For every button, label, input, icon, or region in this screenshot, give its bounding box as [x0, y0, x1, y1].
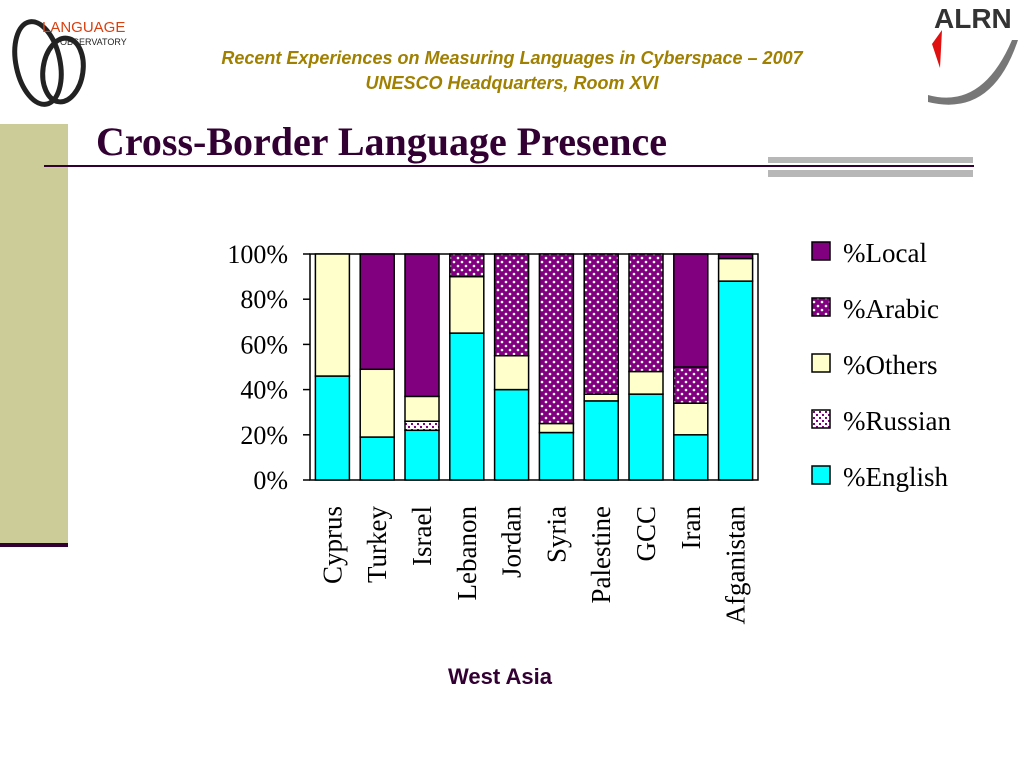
header-venue-line: UNESCO Headquarters, Room XVI: [365, 73, 659, 93]
bar-segment-english: [359, 436, 395, 481]
bar-segment-others: [717, 257, 754, 282]
x-tick-label: Syria: [541, 506, 571, 563]
y-tick-label: 80%: [240, 285, 288, 314]
alrn-logo: ALRN: [928, 3, 1018, 105]
logo-right-text: ALRN: [934, 3, 1012, 34]
bar-segment-local: [673, 253, 709, 368]
logo-left-text1: LANGUAGE: [42, 19, 125, 36]
bar-segment-others: [583, 393, 619, 402]
legend-label-russian: %Russian: [843, 406, 952, 436]
x-tick-label: Turkey: [362, 506, 392, 584]
bar-segment-others: [538, 422, 575, 434]
bar-segment-arabic: [673, 366, 709, 404]
bar-segment-english: [583, 400, 619, 481]
y-tick-label: 0%: [253, 466, 288, 495]
x-tick-label: Jordan: [497, 506, 527, 578]
plot-area: [309, 253, 759, 481]
bar-segment-arabic: [628, 253, 664, 373]
bar-segment-arabic: [493, 253, 530, 357]
legend-swatch-russian: [811, 409, 831, 429]
bar-segment-others: [404, 395, 440, 422]
bar-segment-english: [449, 332, 485, 481]
bar-segment-local: [717, 253, 754, 260]
bar-segment-english: [404, 429, 440, 481]
bar-segment-arabic: [583, 253, 619, 395]
legend-swatch-english: [811, 465, 831, 485]
x-tick-label: Lebanon: [452, 506, 482, 601]
bar-segment-english: [628, 393, 664, 481]
legend-swatch-local: [811, 241, 831, 261]
bar-segment-others: [673, 402, 709, 436]
x-tick-label: Israel: [407, 506, 437, 566]
logo-left-text2: OBSERVATORY: [60, 37, 127, 47]
legend-swatch-arabic: [811, 297, 831, 317]
bar-segment-others: [359, 368, 395, 438]
title-decor-gray-bottom: [768, 170, 973, 177]
y-tick-label: 20%: [240, 421, 288, 450]
title-underline: [44, 165, 974, 167]
bar-segment-local: [359, 253, 395, 371]
bar-segment-local: [404, 253, 440, 398]
bar-segment-english: [538, 431, 575, 481]
bar-segment-russian: [404, 420, 440, 432]
x-tick-label: Palestine: [586, 506, 616, 603]
x-tick-label: Afganistan: [721, 506, 751, 625]
x-tick-label: Iran: [676, 506, 706, 550]
title-decor-gray-top: [768, 157, 973, 163]
bar-segment-others: [493, 354, 530, 391]
bar-segment-arabic: [449, 253, 485, 278]
y-tick-label: 40%: [240, 376, 288, 405]
legend-label-others: %Others: [843, 350, 937, 380]
language-observatory-logo: LANGUAGE OBSERVATORY: [12, 19, 127, 107]
y-tick-label: 100%: [227, 240, 288, 269]
left-decor-bar: [0, 124, 68, 544]
legend-label-english: %English: [843, 462, 948, 492]
bar-segment-english: [717, 280, 754, 481]
region-label: West Asia: [448, 664, 552, 689]
slide-title: Cross-Border Language Presence: [96, 119, 668, 164]
x-tick-label: Cyprus: [317, 506, 347, 584]
bar-segment-english: [314, 375, 351, 481]
legend-label-arabic: %Arabic: [843, 294, 939, 324]
left-decor-line: [0, 543, 68, 547]
header-conference-line: Recent Experiences on Measuring Language…: [221, 48, 803, 68]
y-tick-label: 60%: [240, 330, 288, 359]
legend-label-local: %Local: [843, 238, 927, 268]
bar-segment-others: [314, 253, 351, 377]
legend-swatch-others: [811, 353, 831, 373]
bar-segment-arabic: [538, 253, 575, 425]
bar-segment-others: [449, 275, 485, 334]
bar-segment-english: [673, 434, 709, 481]
x-tick-label: GCC: [631, 506, 661, 562]
bar-segment-english: [493, 388, 530, 481]
bar-segment-others: [628, 370, 664, 395]
